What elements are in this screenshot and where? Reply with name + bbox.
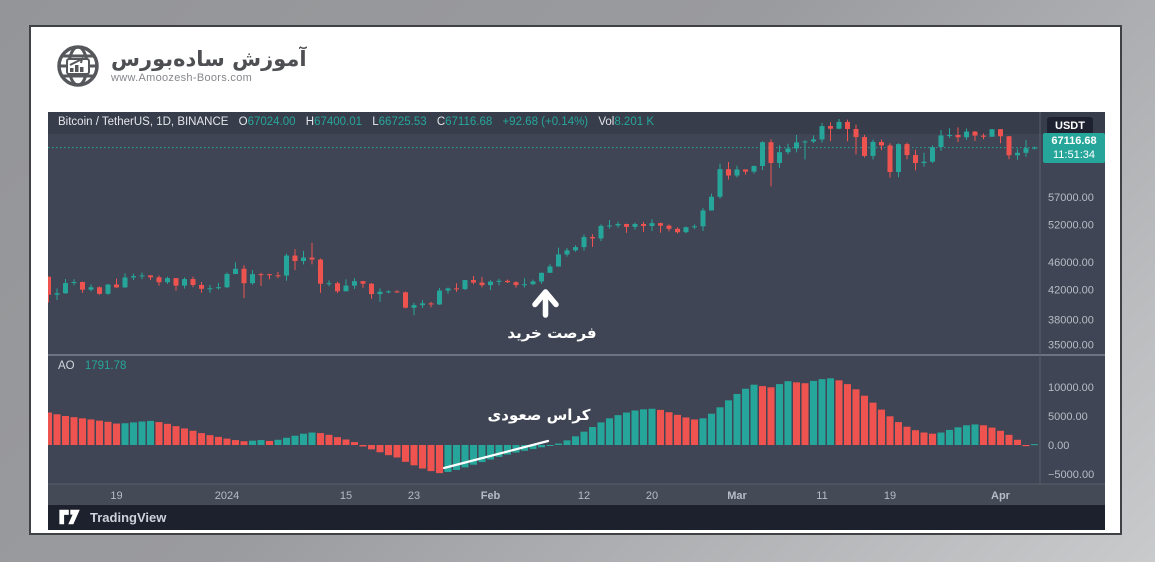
svg-text:5000.00: 5000.00 <box>1048 411 1088 423</box>
svg-text:15: 15 <box>340 490 352 502</box>
buy-opportunity-label: فرصت خرید <box>507 324 597 342</box>
svg-text:10000.00: 10000.00 <box>1048 382 1094 394</box>
bar-countdown: 11:51:34 <box>1052 148 1095 161</box>
globe-chart-logo-icon <box>57 45 99 87</box>
low-label: L <box>372 116 379 128</box>
volume-value: 8.201 K <box>614 116 654 128</box>
symbol-title[interactable]: Bitcoin / TetherUS, 1D, BINANCE <box>58 116 229 128</box>
svg-text:42000.00: 42000.00 <box>1048 284 1094 296</box>
indicator-name: AO <box>58 360 75 372</box>
svg-text:12: 12 <box>578 490 590 502</box>
indicator-legend[interactable]: AO 1791.78 <box>58 360 126 372</box>
svg-text:0.00: 0.00 <box>1048 440 1069 452</box>
volume-label: Vol <box>598 116 615 128</box>
svg-text:Mar: Mar <box>727 490 747 502</box>
currency-toggle-button[interactable]: USDT <box>1047 117 1093 136</box>
ohlc-header: Bitcoin / TetherUS, 1D, BINANCE O67024.0… <box>58 116 654 128</box>
svg-text:52000.00: 52000.00 <box>1048 220 1094 232</box>
svg-text:46000.00: 46000.00 <box>1048 257 1094 269</box>
change-value: +92.68 (+0.14%) <box>502 116 589 128</box>
svg-text:57000.00: 57000.00 <box>1048 192 1094 204</box>
trading-chart[interactable]: 57000.00 52000.00 46000.00 42000.00 38000.00… <box>48 112 1105 530</box>
last-price-badge: 67116.68 11:51:34 <box>1043 132 1105 163</box>
bullish-cross-label: کراس صعودی <box>487 406 591 424</box>
svg-text:Feb: Feb <box>481 490 501 502</box>
low-value: 66725.53 <box>378 116 427 128</box>
svg-text:Apr: Apr <box>991 490 1011 502</box>
open-label: O <box>238 116 248 128</box>
indicator-value: 1791.78 <box>84 360 127 372</box>
close-value: 67116.68 <box>445 116 493 128</box>
svg-text:−5000.00: −5000.00 <box>1048 469 1094 481</box>
page-panel: آموزش ساده‌بورس www.Amoozesh-Boors.com 5… <box>29 25 1122 535</box>
svg-text:23: 23 <box>408 490 420 502</box>
site-title: آموزش ساده‌بورس <box>111 46 307 71</box>
svg-text:35000.00: 35000.00 <box>1048 339 1094 351</box>
svg-text:2024: 2024 <box>215 490 239 502</box>
tradingview-brand-text: TradingView <box>90 509 167 525</box>
tradingview-logo-icon <box>59 509 80 525</box>
last-price-value: 67116.68 <box>1051 134 1097 147</box>
high-value: 67400.01 <box>314 116 363 128</box>
svg-text:19: 19 <box>110 490 122 502</box>
svg-text:20: 20 <box>646 490 658 502</box>
site-logo: آموزش ساده‌بورس www.Amoozesh-Boors.com <box>55 43 307 89</box>
svg-text:19: 19 <box>884 490 896 502</box>
svg-text:38000.00: 38000.00 <box>1048 314 1094 326</box>
high-label: H <box>305 116 315 128</box>
tradingview-attribution[interactable]: TradingView <box>58 509 166 525</box>
chart-canvas[interactable]: 57000.00 52000.00 46000.00 42000.00 38000.00… <box>48 112 1105 530</box>
open-value: 67024.00 <box>247 116 296 128</box>
close-label: C <box>436 116 446 128</box>
site-url: www.Amoozesh-Boors.com <box>111 72 253 85</box>
svg-text:11: 11 <box>816 490 827 502</box>
